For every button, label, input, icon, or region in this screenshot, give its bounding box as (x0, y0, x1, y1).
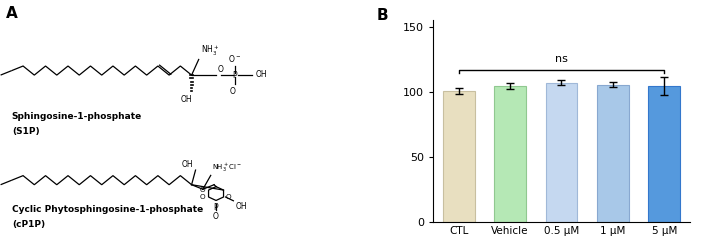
Text: Cyclic Phytosphingosine-1-phosphate: Cyclic Phytosphingosine-1-phosphate (12, 205, 203, 214)
Text: B: B (377, 8, 388, 23)
Text: ns: ns (555, 54, 568, 64)
Text: (S1P): (S1P) (12, 127, 39, 136)
Text: O: O (218, 65, 223, 74)
Text: Sphingosine-1-phosphate: Sphingosine-1-phosphate (12, 112, 142, 121)
Text: O: O (230, 87, 236, 96)
Bar (597, 84, 629, 222)
Text: A: A (6, 6, 18, 21)
Bar (494, 86, 526, 222)
Text: OH: OH (182, 160, 194, 169)
Bar (648, 86, 680, 222)
Text: O: O (213, 212, 219, 221)
Text: P: P (232, 71, 237, 80)
Text: O: O (200, 194, 206, 200)
Text: P: P (214, 204, 218, 212)
Text: OH: OH (256, 70, 267, 79)
Text: OH: OH (181, 95, 193, 104)
Text: O: O (200, 187, 206, 193)
Bar (546, 83, 577, 222)
Text: NH$_3^+$Cl$^-$: NH$_3^+$Cl$^-$ (211, 162, 241, 174)
Text: NH$_3^+$: NH$_3^+$ (201, 44, 219, 58)
Text: O$^-$: O$^-$ (228, 52, 241, 64)
Text: OH: OH (235, 202, 247, 211)
Text: (cP1P): (cP1P) (12, 220, 45, 230)
Text: O: O (226, 194, 232, 200)
Bar (443, 91, 474, 222)
